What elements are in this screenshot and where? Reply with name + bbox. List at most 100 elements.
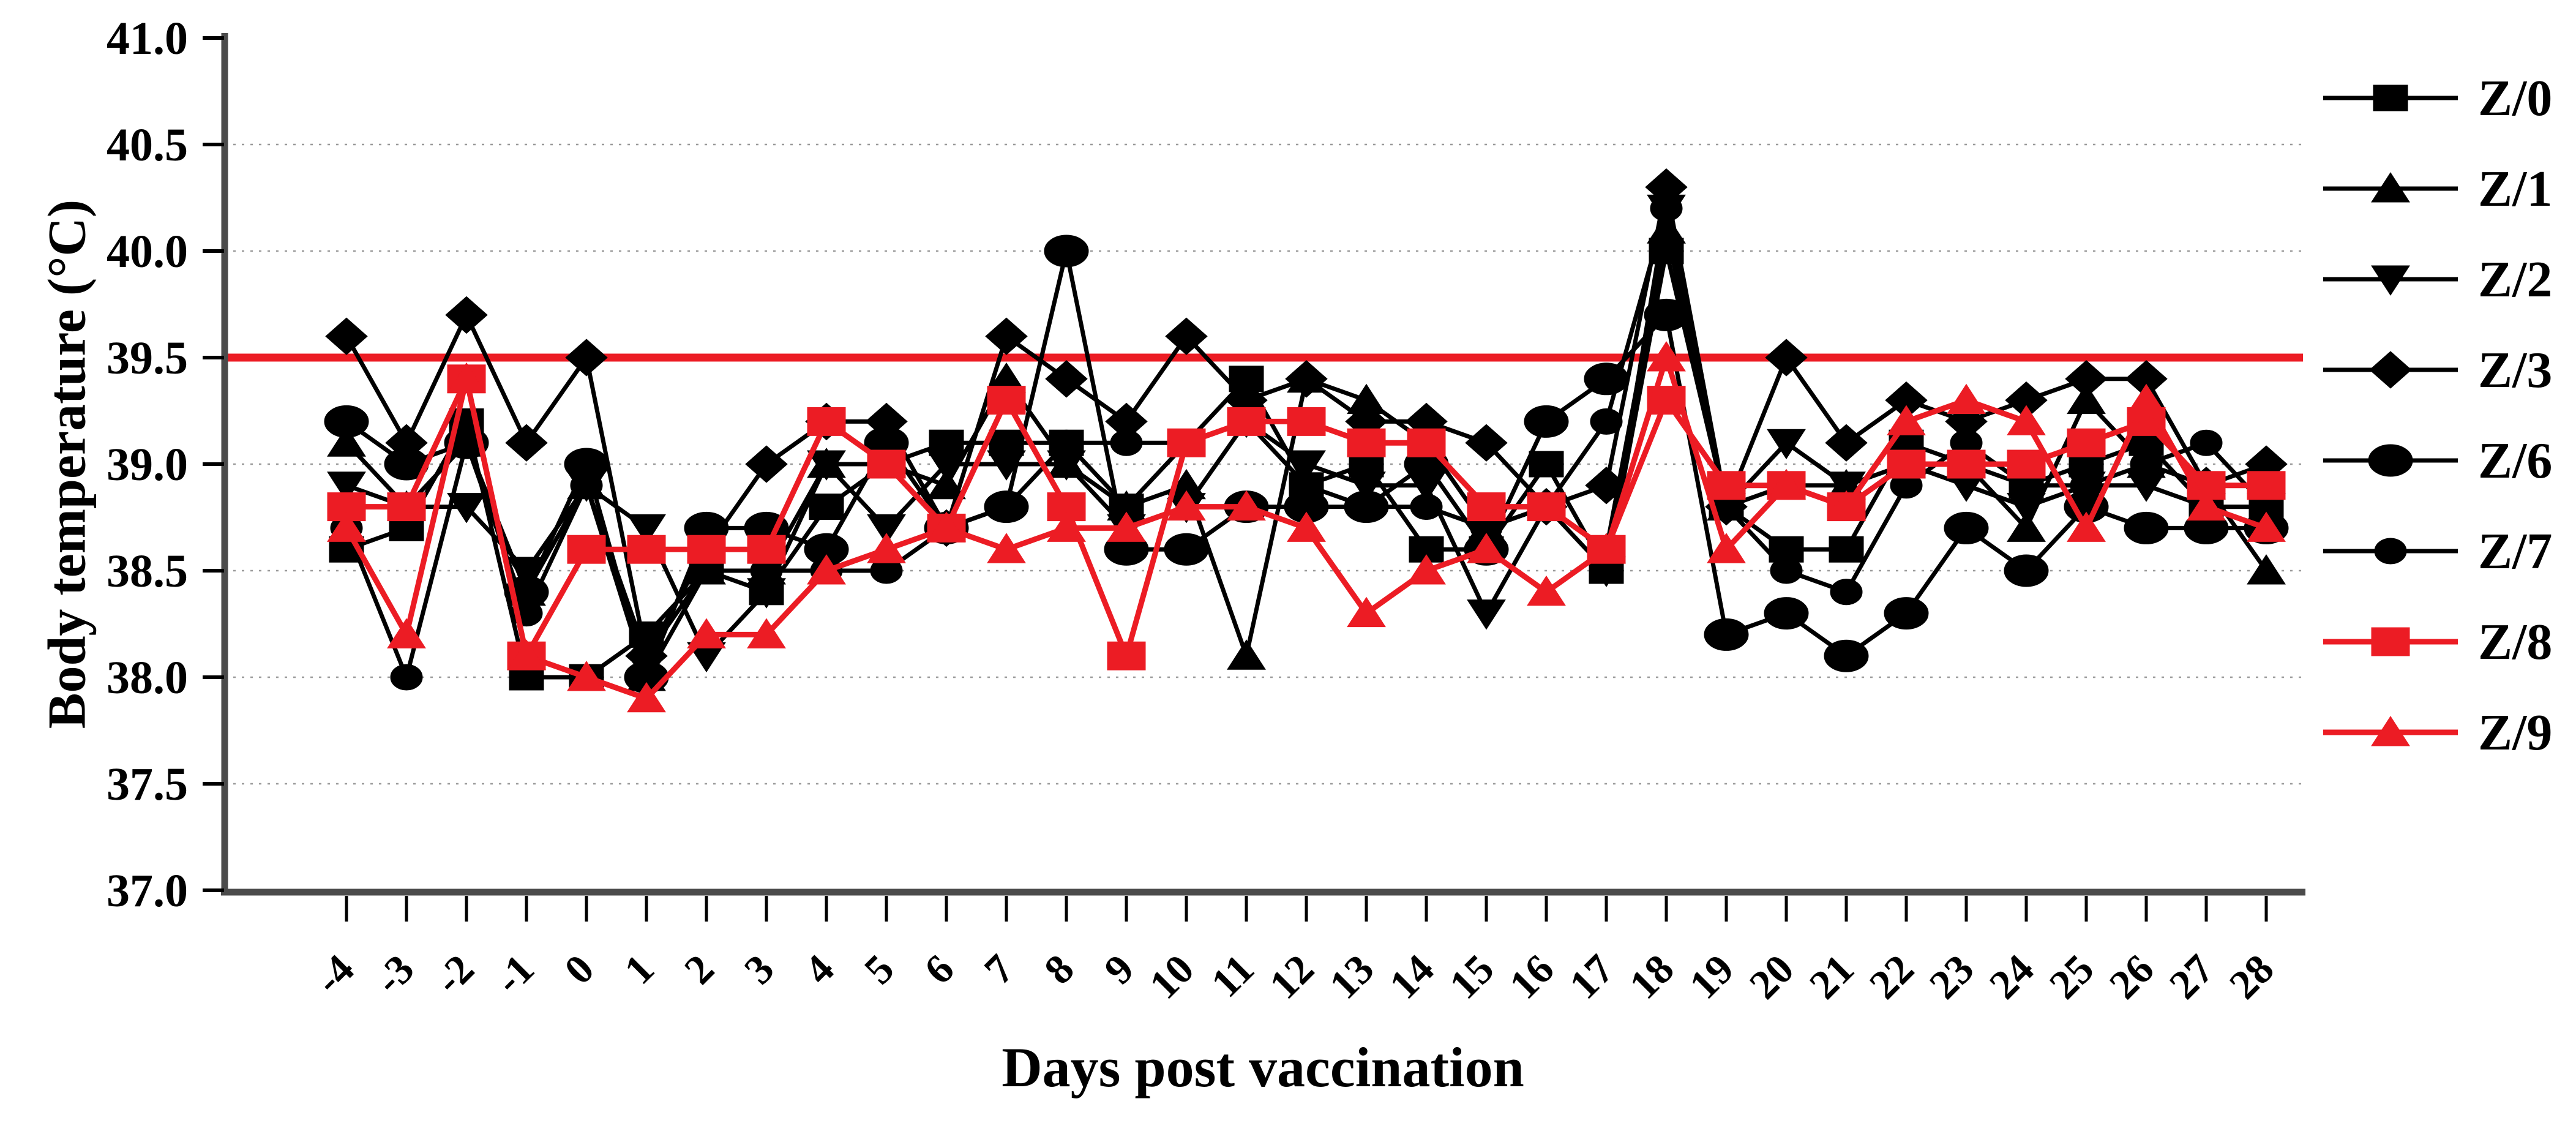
marker-diamond <box>1165 317 1208 355</box>
marker-diamond <box>1465 424 1508 462</box>
x-tick-label: 19 <box>1680 945 1743 1008</box>
marker-diamond <box>985 317 1028 355</box>
marker-triangle-up <box>1167 490 1206 521</box>
marker-triangle-up <box>2067 383 2106 415</box>
marker-triangle-up <box>1887 405 1926 435</box>
x-tick-label: 0 <box>555 945 603 993</box>
marker-square <box>2371 627 2410 656</box>
marker-square <box>1227 407 1266 436</box>
series-Z-7 <box>330 195 2283 691</box>
x-tick-label: 17 <box>1560 945 1623 1008</box>
marker-square <box>1947 449 1986 479</box>
marker-circle-large <box>2124 511 2169 544</box>
marker-triangle-down <box>1467 599 1506 630</box>
x-tick-label: 6 <box>915 945 963 993</box>
marker-circle-large <box>2368 444 2413 477</box>
marker-triangle-up <box>2247 554 2286 585</box>
marker-circle-large <box>1644 298 1689 331</box>
marker-triangle-up <box>867 533 906 563</box>
marker-square <box>987 386 1026 415</box>
marker-triangle-up <box>327 426 366 457</box>
marker-triangle-up <box>1227 490 1266 521</box>
x-tick-label: 25 <box>2040 945 2103 1008</box>
series-Z-9 <box>327 341 2286 713</box>
marker-circle-small <box>990 494 1023 520</box>
y-tick-label: 39.5 <box>107 332 188 384</box>
x-tick-label: -4 <box>305 945 363 1003</box>
y-tick-label: 37.5 <box>107 759 188 810</box>
marker-circle-large <box>1884 597 1929 630</box>
x-tick-label: 11 <box>1202 945 1262 1006</box>
legend-label: Z/9 <box>2478 704 2553 761</box>
x-tick-label: 14 <box>1380 945 1443 1008</box>
x-tick-label: 22 <box>1860 945 1923 1008</box>
legend-swatch-Z-7 <box>2323 538 2458 565</box>
marker-triangle-up <box>1107 511 1146 542</box>
marker-triangle-down <box>2371 265 2410 296</box>
x-tick-label: -2 <box>425 945 483 1003</box>
marker-circle-small <box>1050 429 1083 456</box>
marker-triangle-up <box>1467 533 1506 563</box>
marker-diamond <box>325 317 368 355</box>
marker-triangle-up <box>1707 533 1746 563</box>
marker-square <box>1887 449 1926 479</box>
marker-circle-large <box>1764 597 1809 630</box>
marker-triangle-up <box>567 661 606 691</box>
marker-square <box>1167 428 1206 457</box>
legend-label: Z/2 <box>2478 250 2553 308</box>
y-tick-label: 38.0 <box>107 652 188 704</box>
marker-square <box>1829 536 1864 563</box>
marker-circle-large <box>1164 533 1209 566</box>
legend-item-Z-2: Z/2 <box>2320 242 2552 316</box>
legend-item-Z-6: Z/6 <box>2320 424 2552 497</box>
legend-item-Z-9: Z/9 <box>2320 696 2552 769</box>
marker-circle-large <box>1944 511 1989 544</box>
marker-square <box>687 535 726 564</box>
marker-triangle-down <box>927 450 966 481</box>
marker-triangle-up <box>747 618 786 648</box>
marker-square <box>1347 428 1386 457</box>
marker-diamond <box>1285 360 1328 398</box>
marker-triangle-up <box>1587 533 1626 563</box>
marker-triangle-down <box>447 493 486 524</box>
y-axis-title: Body temperature (°C) <box>37 199 97 729</box>
marker-triangle-up <box>1827 490 1866 521</box>
marker-square <box>567 535 606 564</box>
legend-label: Z/6 <box>2478 432 2553 489</box>
legend-item-Z-3: Z/3 <box>2320 333 2552 407</box>
x-tick-label: 13 <box>1320 945 1383 1008</box>
marker-circle-small <box>2190 429 2223 456</box>
marker-diamond <box>2065 360 2108 398</box>
marker-triangle-up <box>1287 511 1326 542</box>
marker-circle-small <box>630 642 663 669</box>
marker-circle-small <box>1650 195 1683 222</box>
marker-diamond <box>745 445 788 483</box>
marker-circle-large <box>1704 618 1749 651</box>
marker-circle-large <box>324 405 369 438</box>
x-tick-label: 5 <box>855 945 903 993</box>
marker-circle-small <box>1110 429 1143 456</box>
marker-triangle-up <box>1047 511 1086 542</box>
marker-triangle-up <box>2007 511 2046 542</box>
legend-swatch-Z-2 <box>2323 265 2458 296</box>
marker-triangle-up <box>1647 341 1686 372</box>
legend-swatch-Z-9 <box>2323 716 2458 746</box>
marker-circle-large <box>1044 235 1089 268</box>
marker-triangle-up <box>2247 511 2286 542</box>
marker-circle-small <box>2070 472 2103 499</box>
marker-triangle-up <box>2007 405 2046 435</box>
marker-square <box>2007 449 2046 479</box>
marker-triangle-down <box>627 514 666 545</box>
y-tick-label: 37.0 <box>107 865 188 917</box>
marker-square <box>1707 471 1746 500</box>
marker-triangle-down <box>327 471 366 502</box>
marker-triangle-up <box>1407 554 1446 585</box>
x-tick-label: 26 <box>2100 945 2163 1008</box>
marker-square <box>1529 451 1564 478</box>
marker-circle-small <box>1290 472 1323 499</box>
marker-triangle-up <box>1347 596 1386 628</box>
marker-triangle-down <box>1287 450 1326 481</box>
legend-label: Z/7 <box>2478 522 2553 580</box>
marker-triangle-down <box>1767 429 1806 460</box>
